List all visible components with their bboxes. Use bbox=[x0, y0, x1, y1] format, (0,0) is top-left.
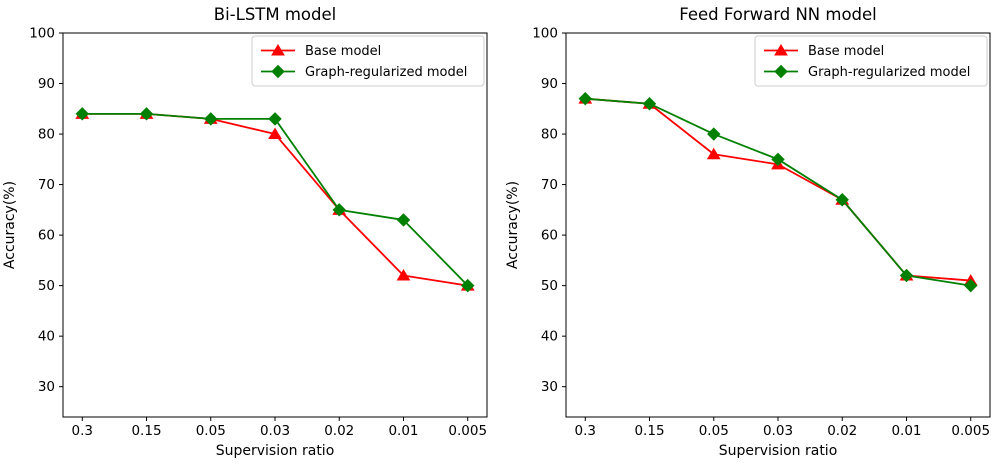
legend-label: Graph-regularized model bbox=[808, 65, 970, 80]
x-tick-label: 0.01 bbox=[891, 423, 921, 439]
y-tick-label: 30 bbox=[38, 379, 55, 395]
y-tick-label: 100 bbox=[532, 26, 558, 42]
x-tick-label: 0.05 bbox=[196, 423, 226, 439]
y-tick-label: 90 bbox=[38, 76, 55, 92]
y-tick-label: 90 bbox=[541, 76, 558, 92]
legend-sample-marker-graph-regularized-model bbox=[774, 64, 788, 79]
triangle-marker-base-model bbox=[396, 269, 411, 281]
series-line-base-model bbox=[584, 97, 972, 282]
x-axis-label: Supervision ratio bbox=[719, 443, 838, 459]
y-axis-label: Accuracy(%) bbox=[505, 181, 521, 269]
diamond-marker-graph-regularized-model bbox=[964, 278, 978, 293]
x-tick-label: 0.15 bbox=[634, 423, 664, 439]
x-tick-label: 0.02 bbox=[324, 423, 354, 439]
y-tick-label: 70 bbox=[38, 177, 55, 193]
y-tick-label: 100 bbox=[29, 26, 55, 42]
chart-panel-bilstm: 30 40 50 60 70 80 90 100 0.3 0.15 0.05 0.03 0.02 0.01… bbox=[2, 5, 488, 459]
y-tick-label: 70 bbox=[541, 177, 558, 193]
legend-label: Graph-regularized model bbox=[305, 65, 467, 80]
diamond-marker-graph-regularized-model bbox=[268, 112, 282, 126]
y-tick-label: 80 bbox=[541, 127, 558, 143]
chart-panel-feedforward: 30 40 50 60 70 80 90 100 0.3 0.15 0.05 0.03 0.02 0.01… bbox=[503, 0, 1006, 470]
legend-label: Base model bbox=[808, 44, 884, 59]
legend-box bbox=[754, 35, 988, 87]
y-tick-label: 50 bbox=[38, 278, 55, 294]
x-tick-label: 0.03 bbox=[763, 423, 793, 439]
diamond-marker-graph-regularized-model bbox=[578, 91, 592, 106]
legend-sample-marker-base-model bbox=[774, 44, 788, 56]
diamond-marker-graph-regularized-model bbox=[642, 97, 657, 111]
chart-bilstm-model: 30 40 50 60 70 80 90 100 0.3 0.15 0.05 0.03 0.02 0.01… bbox=[2, 5, 488, 459]
diamond-marker-graph-regularized-model bbox=[139, 107, 154, 121]
plot-border bbox=[62, 32, 488, 418]
x-tick-label: 0.15 bbox=[131, 423, 161, 439]
diamond-marker-graph-regularized-model bbox=[75, 107, 89, 121]
series-line-base-model bbox=[81, 112, 469, 287]
x-axis-label: Supervision ratio bbox=[216, 443, 335, 459]
diamond-marker-graph-regularized-model bbox=[396, 213, 411, 227]
diamond-marker-graph-regularized-model bbox=[899, 268, 914, 283]
x-tick-label: 0.3 bbox=[72, 423, 93, 439]
diamond-marker-graph-regularized-model bbox=[332, 203, 346, 217]
x-tick-label: 0.3 bbox=[575, 423, 596, 439]
y-tick-label: 60 bbox=[38, 228, 55, 244]
y-tick-label: 80 bbox=[38, 127, 55, 143]
y-tick-label: 50 bbox=[541, 278, 558, 294]
y-tick-label: 40 bbox=[541, 329, 558, 345]
x-tick-label: 0.02 bbox=[827, 423, 857, 439]
y-tick-label: 60 bbox=[541, 228, 558, 244]
x-tick-label: 0.005 bbox=[951, 423, 990, 439]
chart-feed-forward-nn-model: 30 40 50 60 70 80 90 100 0.3 0.15 0.05 0.03 0.02 0.01… bbox=[505, 5, 991, 459]
legend-label: Base model bbox=[305, 44, 381, 59]
legend-box bbox=[251, 35, 485, 87]
y-axis-label: Accuracy(%) bbox=[2, 181, 18, 269]
diamond-marker-graph-regularized-model bbox=[204, 112, 218, 126]
diamond-marker-graph-regularized-model bbox=[707, 127, 721, 141]
diamond-marker-graph-regularized-model bbox=[835, 193, 849, 207]
series-line-graph-regularized-model bbox=[584, 97, 972, 287]
chart-title: Bi-LSTM model bbox=[214, 5, 336, 24]
legend-sample-marker-base-model bbox=[271, 44, 285, 56]
x-tick-label: 0.03 bbox=[260, 423, 290, 439]
legend-sample-marker-graph-regularized-model bbox=[271, 64, 285, 79]
y-tick-label: 30 bbox=[541, 379, 558, 395]
series-line-graph-regularized-model bbox=[81, 112, 469, 287]
diamond-marker-graph-regularized-model bbox=[461, 278, 475, 293]
triangle-marker-base-model bbox=[706, 147, 721, 160]
diamond-marker-graph-regularized-model bbox=[771, 152, 785, 167]
x-tick-label: 0.05 bbox=[699, 423, 729, 439]
plot-border bbox=[565, 32, 991, 418]
triangle-marker-base-model bbox=[268, 127, 282, 140]
chart-title: Feed Forward NN model bbox=[679, 5, 877, 24]
x-tick-label: 0.005 bbox=[448, 423, 487, 439]
x-tick-label: 0.01 bbox=[388, 423, 418, 439]
y-tick-label: 40 bbox=[38, 329, 55, 345]
